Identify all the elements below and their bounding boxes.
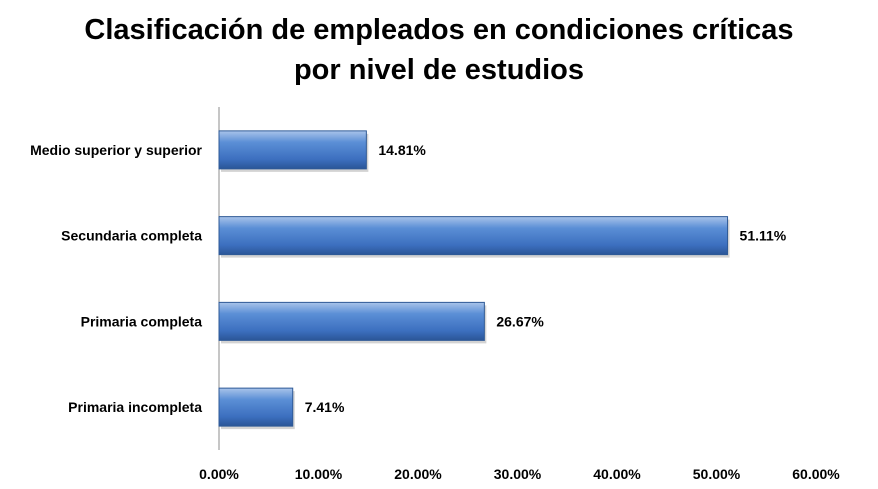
chart-title-line-2: por nivel de estudios — [293, 54, 585, 86]
x-tick-label: 10.00% — [295, 466, 343, 482]
data-label: 7.41% — [305, 399, 345, 415]
category-label: Primaria incompleta — [68, 399, 202, 415]
category-label: Medio superior y superior — [30, 142, 202, 158]
bar — [218, 216, 729, 256]
data-label: 51.11% — [740, 228, 787, 244]
data-label: 14.81% — [378, 142, 426, 158]
bar — [218, 387, 294, 427]
x-tick-label: 50.00% — [693, 466, 741, 482]
category-label: Primaria completa — [81, 313, 203, 329]
x-tick-label: 30.00% — [494, 466, 542, 482]
x-tick-label: 40.00% — [593, 466, 641, 482]
bar — [218, 130, 367, 170]
chart-title-line-1: Clasificación de empleados en condicione… — [84, 14, 794, 46]
category-label: Secundaria completa — [61, 228, 202, 244]
x-tick-label: 0.00% — [199, 466, 239, 482]
chart-title: Clasificación de empleados en condicione… — [0, 10, 878, 90]
bar — [218, 301, 485, 341]
data-label: 26.67% — [496, 313, 544, 329]
x-tick-label: 20.00% — [394, 466, 442, 482]
x-tick-label: 60.00% — [792, 466, 840, 482]
